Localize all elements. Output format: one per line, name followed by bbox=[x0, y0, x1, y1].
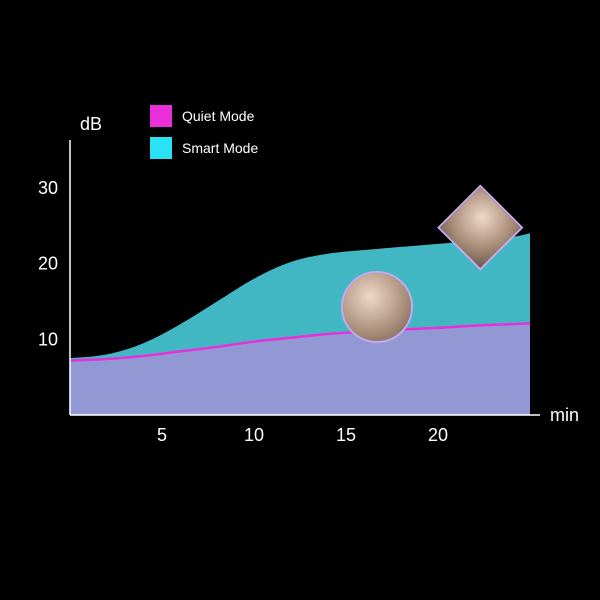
chart-legend: Quiet Mode Smart Mode bbox=[150, 105, 258, 169]
chart-svg: 10 20 30 dB 5 10 15 20 min bbox=[0, 0, 600, 600]
legend-label: Quiet Mode bbox=[182, 108, 254, 124]
x-tick-label: 10 bbox=[244, 425, 264, 445]
y-tick-label: 20 bbox=[38, 254, 58, 274]
y-axis-label: dB bbox=[80, 114, 102, 134]
noise-mode-chart: 10 20 30 dB 5 10 15 20 min Quiet Mode Smart Mode bbox=[0, 0, 600, 600]
x-axis-label: min bbox=[550, 405, 579, 425]
baby-photo-icon bbox=[341, 271, 413, 343]
y-tick-label: 10 bbox=[38, 329, 58, 349]
legend-item: Smart Mode bbox=[150, 137, 258, 159]
x-tick-label: 15 bbox=[336, 425, 356, 445]
legend-label: Smart Mode bbox=[182, 140, 258, 156]
legend-swatch bbox=[150, 137, 172, 159]
x-tick-label: 5 bbox=[157, 425, 167, 445]
legend-item: Quiet Mode bbox=[150, 105, 258, 127]
y-tick-label: 30 bbox=[38, 178, 58, 198]
legend-swatch bbox=[150, 105, 172, 127]
x-tick-label: 20 bbox=[428, 425, 448, 445]
